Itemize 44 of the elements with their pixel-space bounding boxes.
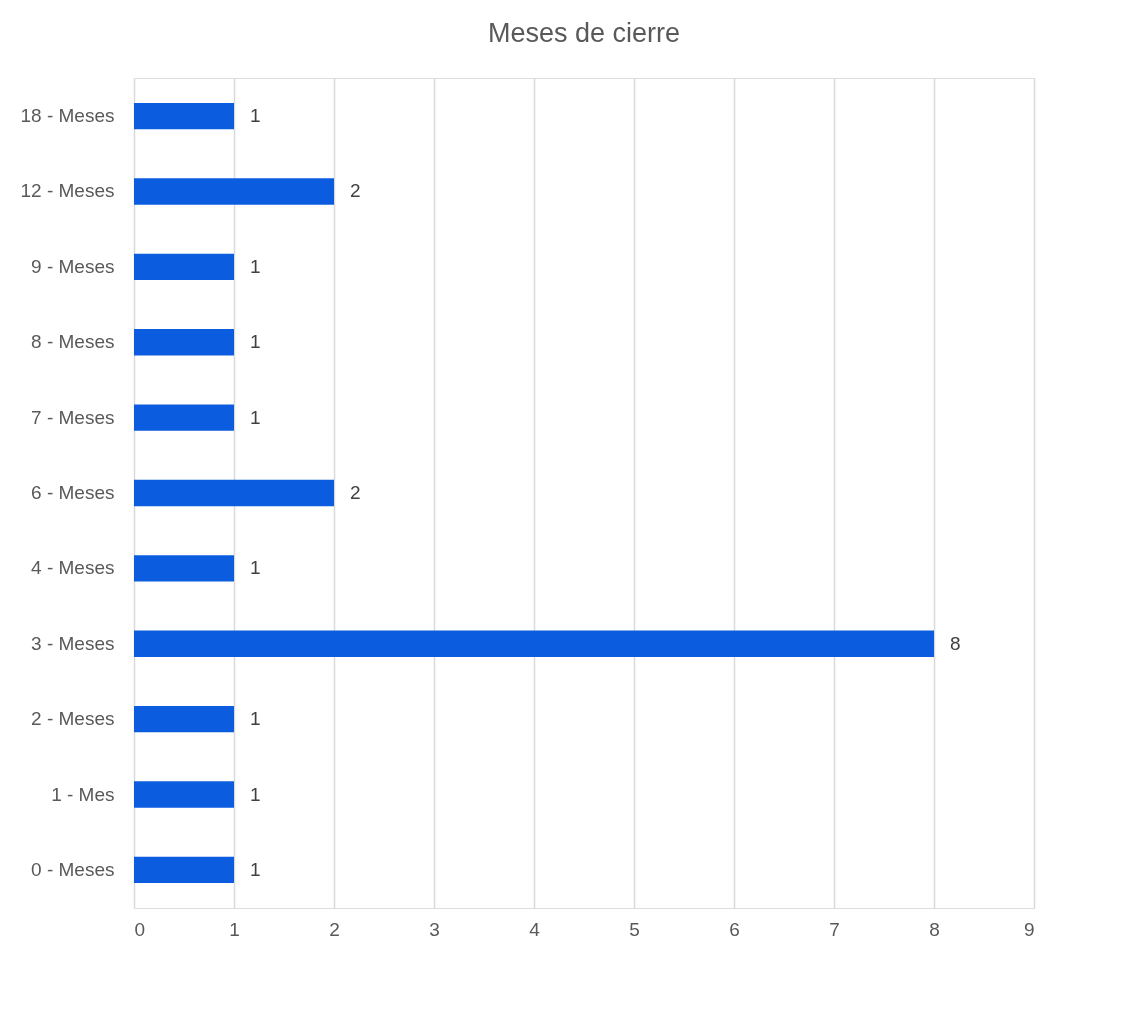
y-tick-label: 6 - Meses: [31, 482, 115, 503]
data-label: 1: [250, 783, 261, 805]
data-label: 1: [250, 331, 261, 353]
x-tick-label: 8: [929, 918, 940, 940]
data-label: 1: [250, 105, 261, 127]
bar: [134, 329, 234, 356]
data-label: 2: [350, 180, 361, 202]
y-tick-label: 12 - Meses: [20, 180, 115, 202]
y-tick-label: 9 - Meses: [31, 255, 115, 277]
x-tick-label: 4: [529, 918, 541, 940]
bar: [134, 856, 234, 884]
x-tick-label: 7: [829, 918, 840, 940]
bar: [134, 630, 934, 657]
y-tick-label: 3 - Meses: [31, 632, 115, 654]
bar: [134, 178, 334, 205]
x-tick-label: 1: [229, 918, 240, 940]
x-tick-label: 5: [629, 918, 640, 940]
y-tick-label: 0 - Meses: [31, 858, 115, 880]
bar: [134, 781, 234, 808]
data-label: 1: [250, 858, 261, 880]
data-label: 1: [250, 557, 261, 579]
y-tick-label: 8 - Meses: [31, 331, 115, 353]
y-tick-label: 4 - Meses: [31, 557, 115, 579]
data-label: 1: [250, 708, 261, 730]
bar: [134, 102, 234, 130]
bar: [134, 404, 234, 431]
data-label: 8: [950, 632, 961, 654]
bar: [134, 555, 234, 582]
bar: [134, 479, 334, 507]
y-tick-label: 1 - Mes: [51, 783, 115, 805]
data-label: 2: [350, 482, 361, 503]
y-tick-label: 2 - Meses: [31, 708, 115, 730]
chart-title: Meses de cierre: [487, 18, 681, 48]
y-tick-label: 18 - Meses: [20, 105, 115, 127]
x-tick-label: 2: [329, 918, 340, 940]
x-tick-label: 9: [1023, 918, 1035, 940]
data-label: 1: [250, 255, 261, 277]
x-tick-label: 0: [134, 918, 146, 940]
y-tick-label: 7 - Meses: [31, 406, 115, 428]
bar: [134, 253, 234, 281]
data-label: 1: [250, 406, 261, 428]
bar: [134, 705, 234, 733]
x-tick-label: 6: [729, 918, 740, 940]
x-tick-label: 3: [429, 918, 440, 940]
